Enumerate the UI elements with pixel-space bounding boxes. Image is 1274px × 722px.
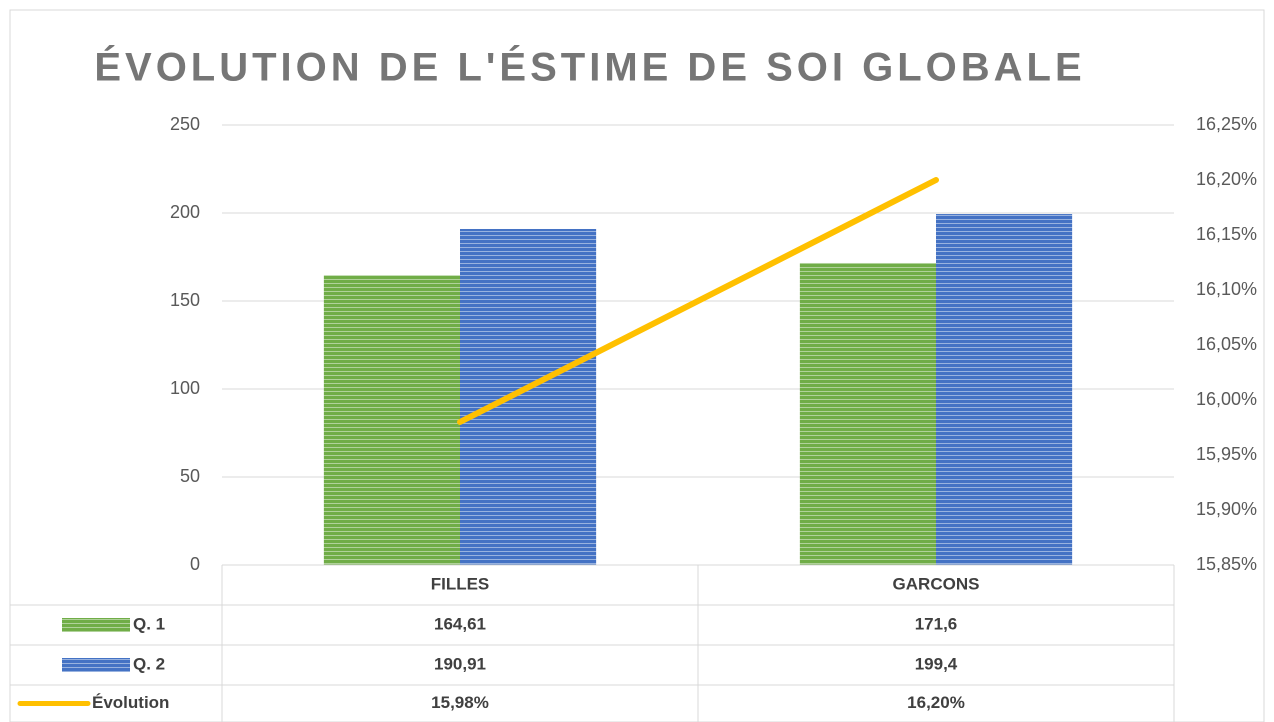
table-value: 199,4: [915, 654, 958, 673]
legend-key: [62, 658, 130, 672]
y-tick-label: 100: [170, 378, 200, 398]
bar: [799, 262, 936, 565]
y2-tick-label: 16,05%: [1196, 334, 1257, 354]
legend-label: Q. 2: [133, 654, 165, 673]
y-tick-label: 0: [190, 554, 200, 574]
bar: [460, 228, 597, 565]
y2-tick-label: 16,00%: [1196, 389, 1257, 409]
table-value: 16,20%: [907, 693, 965, 712]
y2-tick-label: 15,95%: [1196, 444, 1257, 464]
table-value: 190,91: [434, 654, 486, 673]
table-value: 15,98%: [431, 693, 489, 712]
line: [457, 177, 939, 425]
y-tick-label: 250: [170, 114, 200, 134]
y2-tick-label: 16,20%: [1196, 169, 1257, 189]
x-tick-label: FILLES: [431, 574, 490, 593]
table-value: 164,61: [434, 614, 486, 633]
chart-title: ÉVOLUTION DE L'ÉSTIME DE SOI GLOBALE: [94, 45, 1085, 90]
y2-tick-label: 15,90%: [1196, 499, 1257, 519]
legend-key: [62, 618, 130, 632]
legend-label: Q. 1: [133, 614, 165, 633]
x-tick-label: GARCONS: [893, 574, 980, 593]
y2-tick-label: 15,85%: [1196, 554, 1257, 574]
y-tick-label: 150: [170, 290, 200, 310]
bar: [323, 275, 460, 565]
legend-label: Évolution: [92, 693, 169, 712]
table-value: 171,6: [915, 614, 958, 633]
bar: [936, 214, 1073, 565]
y2-tick-label: 16,10%: [1196, 279, 1257, 299]
y2-tick-label: 16,15%: [1196, 224, 1257, 244]
y-tick-label: 50: [180, 466, 200, 486]
y-tick-label: 200: [170, 202, 200, 222]
y2-tick-label: 16,25%: [1196, 114, 1257, 134]
